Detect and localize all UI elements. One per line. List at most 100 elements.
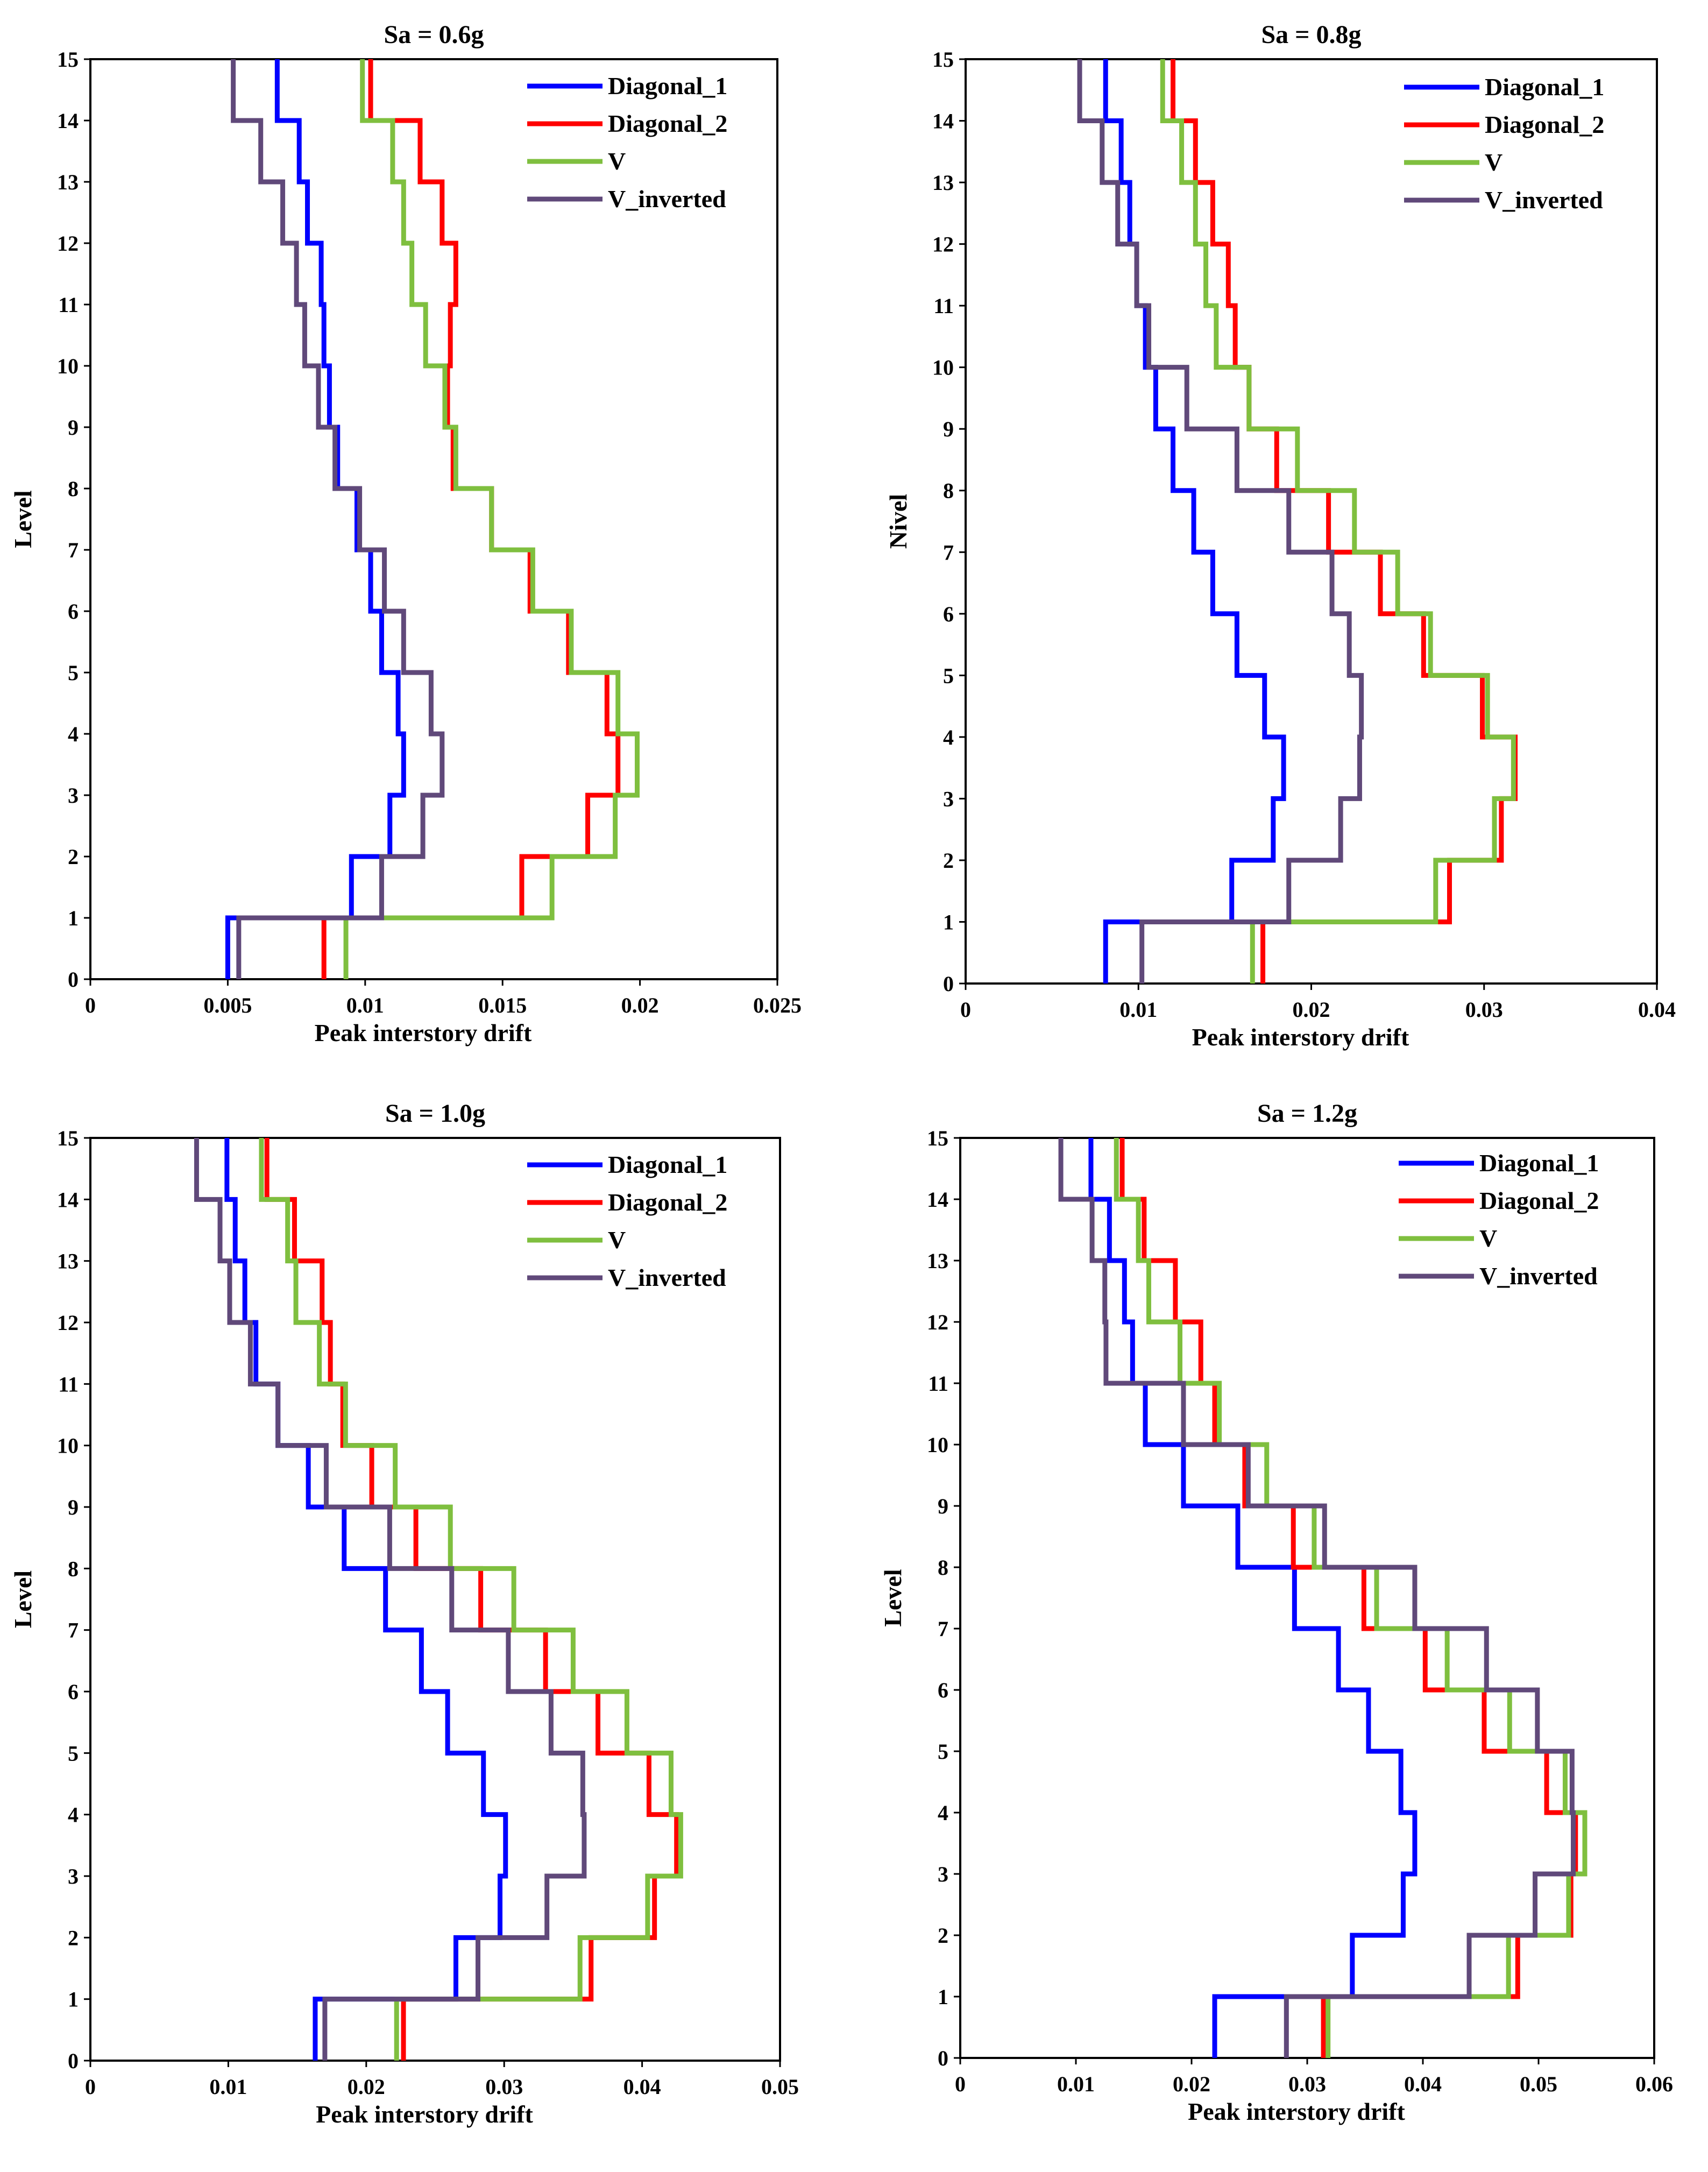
y-tick-label: 1 [68, 1987, 79, 2012]
y-tick-label: 12 [927, 1310, 948, 1334]
legend: Diagonal_1 Diagonal_2 V V_inverted [527, 1151, 727, 1291]
y-tick-label: 14 [57, 109, 79, 133]
y-tick-label: 6 [938, 1678, 948, 1702]
y-tick-label: 11 [58, 293, 79, 317]
y-tick-label: 2 [938, 1923, 948, 1948]
series-line-diagonal-1 [224, 1138, 508, 2061]
series-line-v [259, 1138, 683, 2061]
x-axis-label: Peak interstory drift [1188, 2098, 1405, 2125]
legend-label-diagonal-2: Diagonal_2 [1479, 1187, 1599, 1214]
y-tick-label: 7 [943, 540, 954, 564]
y-tick-label: 15 [932, 47, 954, 72]
x-axis-label: Peak interstory drift [1192, 1023, 1409, 1051]
series-line-diagonal-1 [1088, 1138, 1418, 2058]
y-tick-label: 3 [943, 787, 954, 811]
y-tick-label: 13 [57, 1249, 79, 1274]
x-tick-label: 0.06 [1635, 2072, 1673, 2096]
legend: Diagonal_1 Diagonal_2 V V_inverted [1404, 73, 1604, 214]
legend-label-v: V [1479, 1225, 1497, 1252]
plot-frame [89, 1137, 781, 2062]
x-tick-label: 0.02 [348, 2075, 385, 2099]
y-tick-label: 10 [57, 354, 79, 378]
legend-label-diagonal-2: Diagonal_2 [1485, 111, 1604, 138]
y-tick-label: 1 [943, 910, 954, 934]
x-tick-label: 0.03 [1465, 997, 1503, 1022]
y-tick-label: 15 [57, 1126, 79, 1150]
x-tick-label: 0.05 [1520, 2072, 1557, 2096]
x-tick-label: 0.01 [1057, 2072, 1095, 2096]
y-tick-label: 9 [938, 1494, 948, 1518]
y-tick-label: 8 [68, 477, 79, 501]
x-axis-label: Peak interstory drift [315, 1019, 532, 1046]
y-axis-label: Nivel [884, 494, 912, 549]
y-tick-label: 7 [938, 1617, 948, 1641]
x-tick-label: 0.015 [478, 993, 527, 1017]
series-line-diagonal-1 [225, 59, 406, 979]
y-tick-label: 5 [938, 1739, 948, 1764]
legend: Diagonal_1 Diagonal_2 V V_inverted [527, 72, 727, 213]
y-tick-label: 5 [943, 663, 954, 688]
y-axis-label: Level [9, 490, 37, 548]
series-line-v-inverted [194, 1138, 587, 2061]
y-tick-label: 9 [943, 417, 954, 441]
x-tick-label: 0.01 [1119, 997, 1157, 1022]
y-tick-label: 13 [932, 171, 954, 195]
y-tick-label: 6 [68, 1680, 79, 1704]
y-tick-label: 5 [68, 1741, 79, 1765]
x-tick-label: 0.02 [1173, 2072, 1210, 2096]
y-tick-label: 4 [68, 722, 79, 746]
y-tick-label: 8 [938, 1555, 948, 1580]
x-tick-label: 0 [85, 2075, 96, 2099]
series-line-diagonal-2 [264, 1138, 679, 2061]
y-tick-label: 15 [57, 47, 79, 72]
y-axis-label: Level [9, 1570, 37, 1628]
x-tick-label: 0.01 [209, 2075, 247, 2099]
y-tick-label: 6 [943, 602, 954, 626]
chart-title: Sa = 1.0g [385, 1099, 485, 1128]
legend-label-v-inverted: V_inverted [608, 1264, 726, 1291]
chart-title: Sa = 0.8g [1261, 20, 1361, 49]
series-line-v [1114, 1138, 1587, 2058]
y-tick-label: 1 [938, 1985, 948, 2009]
legend-label-diagonal-2: Diagonal_2 [608, 110, 727, 137]
series-line-v-inverted [231, 59, 445, 979]
x-tick-label: 0 [85, 993, 96, 1017]
x-tick-label: 0.04 [1638, 997, 1676, 1022]
x-tick-label: 0.04 [1404, 2072, 1442, 2096]
y-tick-label: 3 [68, 783, 79, 808]
y-tick-label: 9 [68, 415, 79, 440]
y-tick-label: 13 [927, 1249, 948, 1273]
y-tick-label: 12 [57, 231, 79, 256]
series-line-diagonal-1 [1103, 59, 1286, 984]
y-tick-label: 8 [68, 1557, 79, 1581]
x-tick-label: 0.02 [1293, 997, 1330, 1022]
series-line-diagonal-2 [1171, 59, 1518, 984]
legend-label-v: V [608, 147, 626, 175]
y-tick-label: 15 [927, 1126, 948, 1150]
y-tick-label: 11 [928, 1371, 948, 1396]
series-line-v-inverted [1077, 59, 1364, 984]
y-tick-label: 0 [68, 967, 79, 992]
y-tick-label: 4 [938, 1801, 948, 1825]
legend-label-v-inverted: V_inverted [1479, 1262, 1598, 1290]
y-tick-label: 2 [68, 845, 79, 869]
y-tick-label: 10 [57, 1434, 79, 1458]
legend-label-v-inverted: V_inverted [608, 185, 726, 213]
y-tick-label: 14 [927, 1187, 948, 1212]
y-tick-label: 8 [943, 479, 954, 503]
legend-label-diagonal-1: Diagonal_1 [608, 1151, 727, 1178]
legend-label-diagonal-1: Diagonal_1 [1485, 73, 1604, 101]
x-tick-label: 0.005 [203, 993, 252, 1017]
y-tick-label: 6 [68, 599, 79, 624]
series-line-v [343, 59, 640, 979]
y-axis-label: Level [879, 1569, 906, 1626]
y-tick-label: 14 [57, 1187, 79, 1212]
y-tick-label: 9 [68, 1495, 79, 1519]
x-tick-label: 0.05 [761, 2075, 799, 2099]
y-tick-label: 3 [68, 1864, 79, 1888]
legend: Diagonal_1 Diagonal_2 V V_inverted [1399, 1149, 1599, 1290]
y-tick-label: 10 [932, 356, 954, 380]
